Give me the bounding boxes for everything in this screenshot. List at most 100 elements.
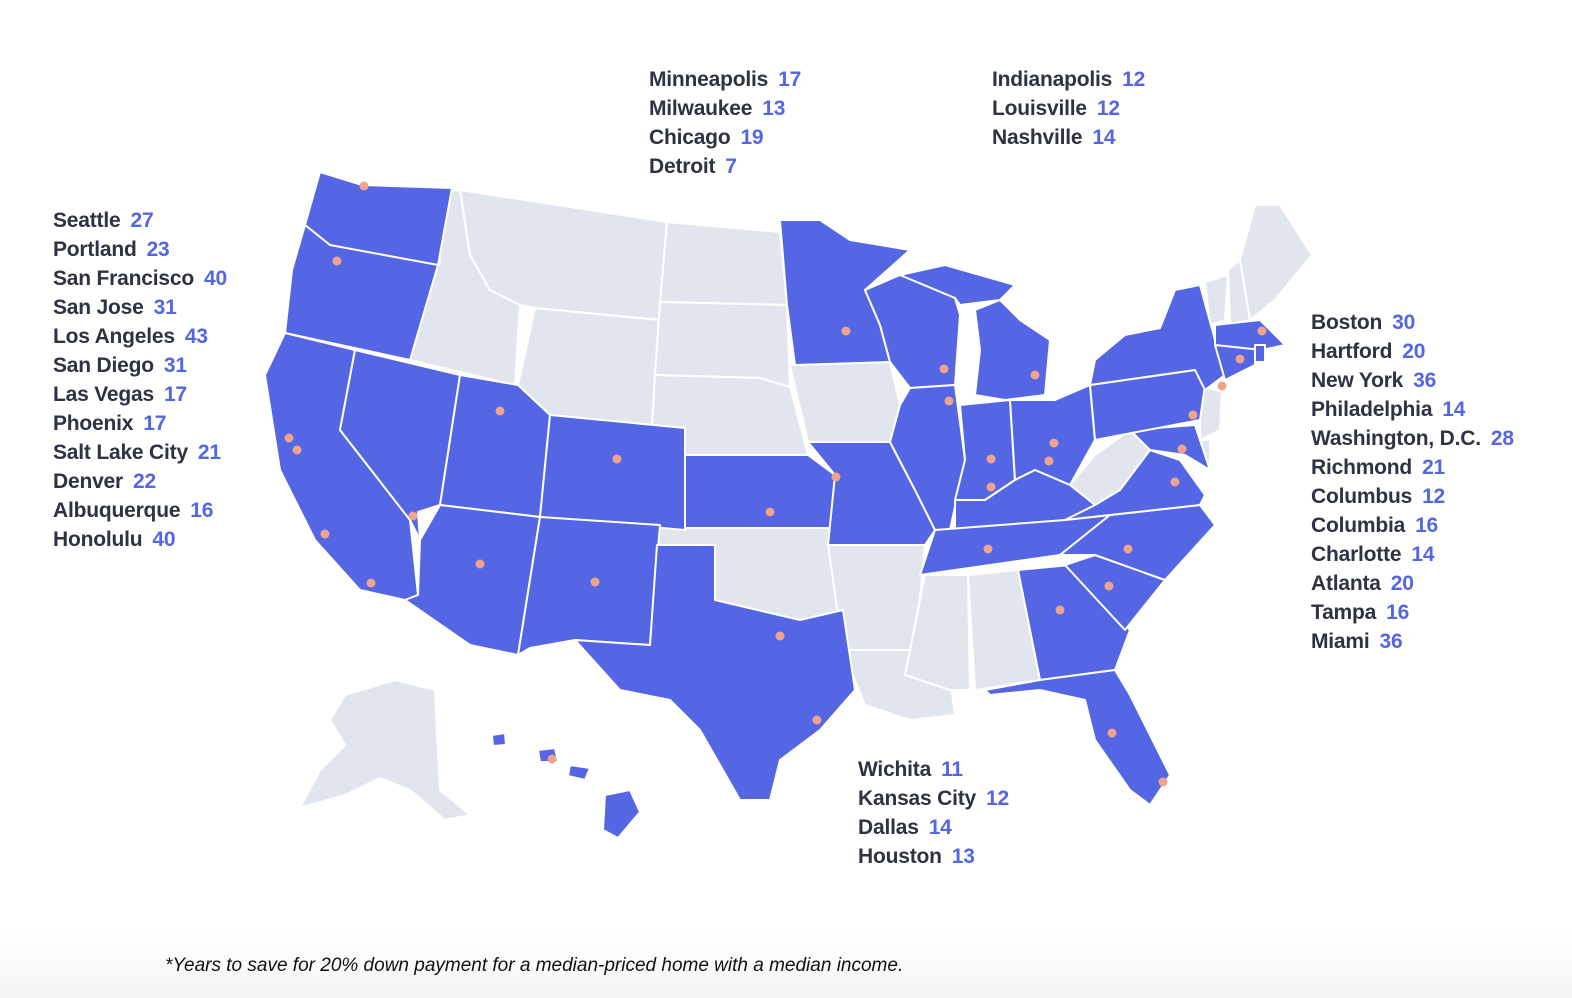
city-years: 36 <box>1413 369 1437 392</box>
city-years: 12 <box>1096 97 1120 120</box>
city-years: 22 <box>133 470 156 493</box>
city-row: San Diego 31 <box>53 351 227 380</box>
city-name: Detroit <box>649 155 716 178</box>
city-name: Chicago <box>649 126 731 149</box>
dot-charlotte <box>1123 544 1133 554</box>
dot-louisville <box>986 482 996 492</box>
city-years: 17 <box>163 383 187 406</box>
dot-milwaukee <box>939 364 949 374</box>
city-years: 36 <box>1379 630 1403 653</box>
city-name: Philadelphia <box>1311 398 1433 421</box>
dot-seattle <box>359 181 369 191</box>
city-years: 11 <box>941 758 963 781</box>
city-row: Wichita 11 <box>858 755 1009 784</box>
dot-honolulu <box>547 754 557 764</box>
city-row: Dallas 14 <box>858 813 1009 842</box>
city-row: Albuquerque 16 <box>53 496 227 525</box>
dot-hartford <box>1235 354 1245 364</box>
city-row: Indianapolis 12 <box>992 65 1145 94</box>
city-name: Indianapolis <box>992 68 1113 91</box>
city-name: Charlotte <box>1311 543 1402 566</box>
dot-philadelphia <box>1188 410 1198 420</box>
dot-albuquerque <box>590 577 600 587</box>
city-row: Tampa 16 <box>1311 598 1514 627</box>
dot-minneapolis <box>841 326 851 336</box>
city-years: 17 <box>143 412 167 435</box>
dot-los-angeles <box>320 529 330 539</box>
dot-las-vegas <box>408 511 418 521</box>
city-years: 23 <box>146 238 170 261</box>
state-mississippi <box>904 574 971 691</box>
city-years: 30 <box>1392 311 1416 334</box>
city-row: Columbus 12 <box>1311 482 1514 511</box>
city-row: San Jose 31 <box>53 293 227 322</box>
state-massachusetts <box>1214 319 1286 351</box>
city-row: Richmond 21 <box>1311 453 1514 482</box>
city-name: San Diego <box>53 354 154 377</box>
city-name: Columbus <box>1311 485 1413 508</box>
city-name: Kansas City <box>858 787 977 810</box>
city-years: 27 <box>130 209 154 232</box>
city-years: 13 <box>951 845 975 868</box>
city-years: 12 <box>1122 68 1146 91</box>
city-name: Wichita <box>858 758 932 781</box>
state-florida <box>984 669 1171 806</box>
city-list-south: Wichita 11 Kansas City 12 Dallas 14 Houston 13 <box>858 755 1009 871</box>
dot-wichita <box>765 507 775 517</box>
city-name: Dallas <box>858 816 919 839</box>
dot-portland <box>332 256 342 266</box>
city-row: Philadelphia 14 <box>1311 395 1514 424</box>
dot-kansas-city <box>831 472 841 482</box>
dot-cincinnati <box>1044 456 1054 466</box>
city-row: Louisville 12 <box>992 94 1145 123</box>
city-row: Minneapolis 17 <box>649 65 801 94</box>
city-name: New York <box>1311 369 1404 392</box>
city-row: Columbia 16 <box>1311 511 1514 540</box>
dot-detroit <box>1030 370 1040 380</box>
city-years: 14 <box>1442 398 1466 421</box>
city-row: New York 36 <box>1311 366 1514 395</box>
city-years: 31 <box>153 296 177 319</box>
city-name: Atlanta <box>1311 572 1381 595</box>
state-rhode-island <box>1254 344 1266 363</box>
dot-washington-dc <box>1177 444 1187 454</box>
dot-salt-lake-city <box>495 406 505 416</box>
city-row: San Francisco 40 <box>53 264 227 293</box>
city-name: Louisville <box>992 97 1087 120</box>
city-row: Detroit 7 <box>649 152 801 181</box>
dot-miami <box>1158 777 1168 787</box>
city-years: 13 <box>762 97 786 120</box>
city-name: Salt Lake City <box>53 441 188 464</box>
state-vermont <box>1204 274 1229 326</box>
state-south-dakota <box>654 301 791 388</box>
city-name: Hartford <box>1311 340 1393 363</box>
city-list-east: Boston 30 Hartford 20 New York 36 Philadelphia… <box>1311 308 1514 656</box>
state-arizona <box>404 504 541 656</box>
dot-new-york <box>1217 381 1227 391</box>
city-name: Richmond <box>1311 456 1413 479</box>
city-years: 20 <box>1402 340 1426 363</box>
city-name: Phoenix <box>53 412 134 435</box>
state-new-york <box>1089 284 1226 391</box>
dot-dallas <box>775 631 785 641</box>
state-colorado <box>539 414 686 531</box>
city-name: Las Vegas <box>53 383 154 406</box>
city-row: Houston 13 <box>858 842 1009 871</box>
state-michigan-upper <box>899 264 1016 306</box>
dot-boston <box>1257 326 1267 336</box>
city-row: Las Vegas 17 <box>53 380 227 409</box>
city-years: 21 <box>1422 456 1446 479</box>
city-row: Seattle 27 <box>53 206 227 235</box>
state-virginia <box>1064 449 1206 521</box>
city-row: Miami 36 <box>1311 627 1514 656</box>
dot-chicago <box>944 396 954 406</box>
city-years: 17 <box>778 68 802 91</box>
city-name: Seattle <box>53 209 121 232</box>
city-years: 21 <box>197 441 221 464</box>
city-name: Tampa <box>1311 601 1377 624</box>
city-years: 20 <box>1390 572 1414 595</box>
city-row: Chicago 19 <box>649 123 801 152</box>
dot-columbia <box>1104 581 1114 591</box>
city-name: Miami <box>1311 630 1370 653</box>
